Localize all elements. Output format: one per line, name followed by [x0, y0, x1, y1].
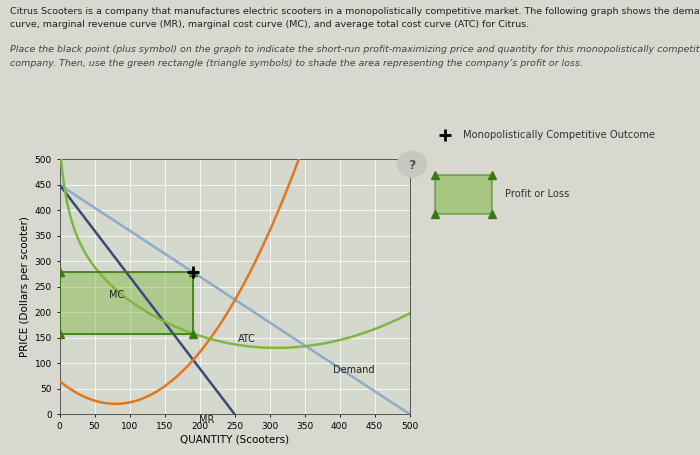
Text: Place the black point (plus symbol) on the graph to indicate the short-run profi: Place the black point (plus symbol) on t… [10, 46, 700, 55]
Circle shape [398, 151, 426, 177]
Text: ?: ? [408, 159, 416, 172]
Text: ATC: ATC [238, 334, 256, 344]
Text: Profit or Loss: Profit or Loss [505, 189, 569, 199]
Y-axis label: PRICE (Dollars per scooter): PRICE (Dollars per scooter) [20, 216, 30, 357]
Text: MC: MC [108, 290, 124, 300]
FancyBboxPatch shape [435, 175, 491, 214]
Text: curve, marginal revenue curve (MR), marginal cost curve (MC), and average total : curve, marginal revenue curve (MR), marg… [10, 20, 530, 30]
Text: MR: MR [199, 415, 215, 425]
Text: Monopolistically Competitive Outcome: Monopolistically Competitive Outcome [463, 131, 655, 141]
Text: company. Then, use the green rectangle (triangle symbols) to shade the area repr: company. Then, use the green rectangle (… [10, 59, 584, 68]
X-axis label: QUANTITY (Scooters): QUANTITY (Scooters) [180, 435, 289, 445]
Text: Demand: Demand [332, 365, 374, 375]
Text: Citrus Scooters is a company that manufactures electric scooters in a monopolist: Citrus Scooters is a company that manufa… [10, 7, 700, 16]
